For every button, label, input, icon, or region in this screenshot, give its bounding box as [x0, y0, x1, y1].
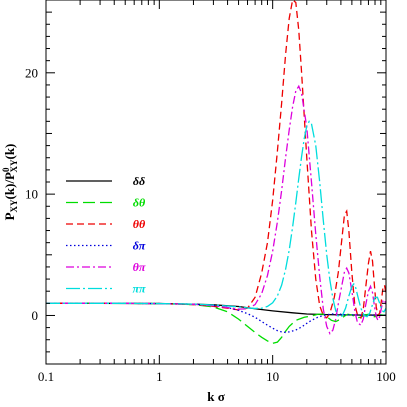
- x-tick-label: 100: [376, 369, 396, 384]
- series-line-4: [46, 84, 386, 335]
- y-tick-label: 20: [25, 65, 38, 80]
- legend-label-5: ππ: [132, 282, 146, 296]
- y-tick-label: 10: [25, 187, 38, 202]
- series-layer: [46, 0, 386, 345]
- series-line-3: [46, 302, 386, 334]
- x-tick-label: 10: [266, 369, 279, 384]
- legend: δδ δθ θθ δπ θπ ππ: [66, 174, 146, 296]
- x-tick-label: 1: [156, 369, 163, 384]
- legend-label-4: θπ: [133, 260, 146, 274]
- y-tick-label: 0: [32, 308, 39, 323]
- series-line-2: [46, 0, 386, 320]
- legend-label-1: δθ: [133, 196, 146, 210]
- legend-label-2: θθ: [133, 217, 146, 231]
- legend-label-0: δδ: [133, 174, 145, 188]
- x-axis-label: k σ: [207, 389, 225, 404]
- series-line-5: [46, 120, 386, 318]
- axes-ticks: 0.1 1 10 100 0 10 20: [25, 0, 396, 384]
- svg-text:PXY(k)/P0XY(k): PXY(k)/P0XY(k): [1, 144, 19, 221]
- legend-label-3: δπ: [133, 239, 146, 253]
- y-axis-label: PXY(k)/P0XY(k): [1, 144, 19, 221]
- x-tick-label: 0.1: [38, 369, 54, 384]
